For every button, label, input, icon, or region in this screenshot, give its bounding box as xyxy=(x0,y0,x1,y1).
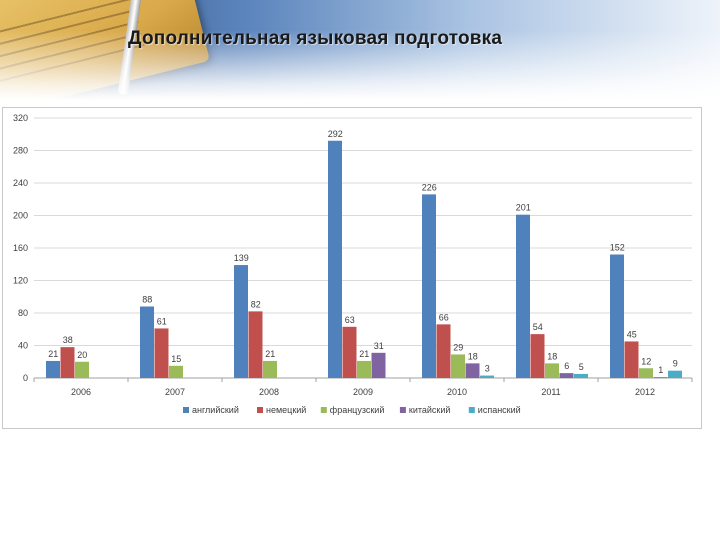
x-tick-label: 2010 xyxy=(447,387,467,397)
y-tick-label: 160 xyxy=(13,243,28,253)
data-label: 201 xyxy=(516,203,531,213)
data-label: 152 xyxy=(610,243,625,253)
bar xyxy=(516,214,530,378)
bar xyxy=(371,352,386,378)
legend-swatch xyxy=(257,407,263,413)
data-label: 63 xyxy=(345,315,355,325)
data-label: 21 xyxy=(359,349,369,359)
y-tick-label: 120 xyxy=(13,276,28,286)
data-label: 61 xyxy=(157,316,167,326)
bar xyxy=(639,368,653,378)
bar xyxy=(357,360,371,378)
bar xyxy=(422,194,436,378)
data-label: 21 xyxy=(265,349,275,359)
data-label: 1 xyxy=(658,365,663,375)
data-label: 66 xyxy=(439,312,449,322)
data-label: 31 xyxy=(374,341,384,351)
bar-chart: 0 40 80 120 160 200 240 280 320 2006 21 38 20 2007 88 6… xyxy=(13,113,693,415)
data-label: 18 xyxy=(468,351,478,361)
bar xyxy=(451,354,465,378)
x-tick-label: 2008 xyxy=(259,387,279,397)
bar xyxy=(75,361,89,378)
legend-label: французский xyxy=(330,405,385,415)
x-tick-label: 2012 xyxy=(635,387,655,397)
y-tick-label: 80 xyxy=(18,308,28,318)
bar xyxy=(610,254,624,378)
bar xyxy=(154,328,169,378)
y-tick-label: 240 xyxy=(13,178,28,188)
bar xyxy=(140,306,154,378)
data-label: 12 xyxy=(641,356,651,366)
bar xyxy=(480,375,494,378)
data-label: 9 xyxy=(673,359,678,369)
x-tick-label: 2011 xyxy=(541,387,560,397)
bar xyxy=(263,360,277,378)
bar xyxy=(248,311,263,378)
legend-swatch xyxy=(399,407,406,413)
bar xyxy=(624,341,639,378)
data-label: 45 xyxy=(627,329,637,339)
data-label: 6 xyxy=(564,361,569,371)
chart-frame: 0 40 80 120 160 200 240 280 320 2006 21 38 20 2007 88 6… xyxy=(2,107,702,429)
data-label: 54 xyxy=(533,322,543,332)
bar xyxy=(545,363,559,378)
y-tick-label: 320 xyxy=(13,113,28,123)
data-label: 82 xyxy=(251,299,261,309)
data-label: 139 xyxy=(234,253,249,263)
bar xyxy=(653,377,668,378)
header-background xyxy=(0,0,720,100)
x-tick-label: 2007 xyxy=(165,387,185,397)
data-label: 21 xyxy=(48,349,58,359)
y-tick-label: 200 xyxy=(13,211,28,221)
bar xyxy=(559,373,574,378)
bar xyxy=(342,326,357,378)
data-label: 29 xyxy=(453,342,463,352)
legend-swatch xyxy=(320,407,327,413)
legend-swatch xyxy=(468,407,475,413)
legend-swatch xyxy=(183,407,189,413)
data-label: 5 xyxy=(579,362,584,372)
header-fade xyxy=(0,0,720,100)
data-label: 20 xyxy=(77,350,87,360)
y-tick-label: 40 xyxy=(18,341,28,351)
data-label: 226 xyxy=(422,182,437,192)
x-tick-label: 2009 xyxy=(353,387,373,397)
bar xyxy=(465,363,480,378)
data-label: 3 xyxy=(485,364,490,374)
legend-label: китайский xyxy=(409,405,451,415)
bar xyxy=(668,370,682,378)
data-label: 38 xyxy=(63,335,73,345)
bar xyxy=(328,140,342,378)
legend-label: испанский xyxy=(478,405,521,415)
bar xyxy=(234,265,248,378)
bar xyxy=(436,324,451,378)
y-tick-label: 0 xyxy=(23,373,28,383)
y-tick-label: 280 xyxy=(13,146,28,156)
data-label: 15 xyxy=(171,354,181,364)
legend-label: английский xyxy=(192,405,239,415)
data-label: 18 xyxy=(547,351,557,361)
data-label: 292 xyxy=(328,129,343,139)
legend-label: немецкий xyxy=(266,405,306,415)
slide-title: Дополнительная языковая подготовка xyxy=(128,28,503,49)
bar xyxy=(574,373,588,378)
data-label: 88 xyxy=(142,295,152,305)
bar xyxy=(169,365,183,378)
x-tick-label: 2006 xyxy=(71,387,91,397)
bar xyxy=(60,347,75,378)
bar xyxy=(530,334,545,378)
bar xyxy=(46,360,60,378)
